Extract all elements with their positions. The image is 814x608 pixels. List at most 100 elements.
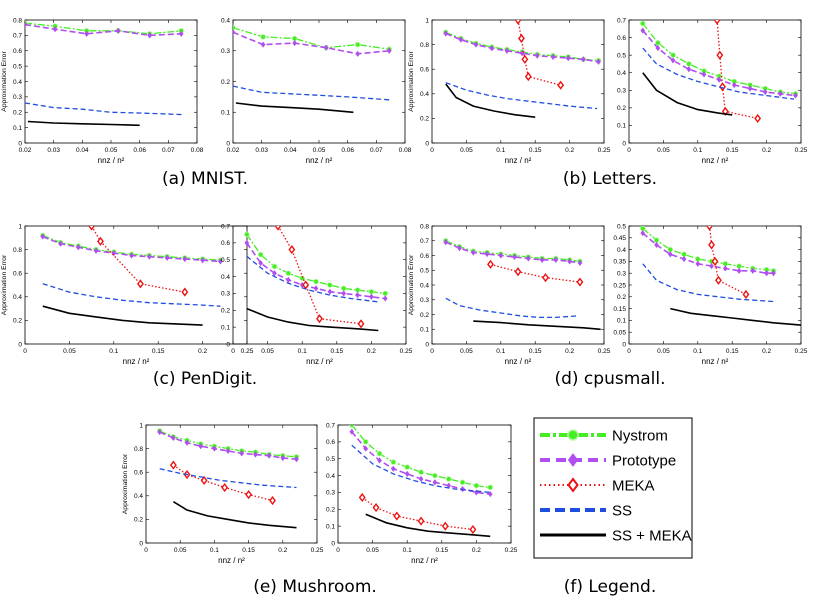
y-tick-label: 0 <box>425 341 429 348</box>
x-tick-label: 0.15 <box>726 147 739 154</box>
data-point-prototype <box>115 27 121 34</box>
data-point-prototype <box>498 252 504 259</box>
x-axis-label: nnz / n² <box>123 357 150 366</box>
y-tick-label: 0.8 <box>420 223 429 230</box>
chart-mnist-1: 0.02 0.03 0.04 0.05 0.06 0.07 0.08 0 0.1 0.2 0.3 0.… <box>1 17 204 165</box>
y-tick-label: 0.2 <box>13 110 22 117</box>
data-point-prototype <box>736 267 742 274</box>
y-tick-label: 0.8 <box>420 42 429 49</box>
series-line-ssmeka <box>235 102 354 114</box>
series-line-nystrom <box>351 425 491 489</box>
y-tick-label: 0.4 <box>420 91 429 98</box>
x-tick-label: 0 <box>430 348 434 355</box>
data-point-nystrom <box>418 469 424 476</box>
series-line-ss <box>25 102 183 116</box>
data-point-nystrom <box>670 52 676 58</box>
x-tick-label: 0.15 <box>529 147 542 154</box>
y-axis-label: Approximation Error <box>408 254 415 315</box>
x-tick-label: 0.05 <box>313 147 326 154</box>
y-tick-label: 0.2 <box>221 308 230 315</box>
data-point-meka <box>88 226 96 231</box>
chart-mnist-2: 0.02 0.03 0.04 0.05 0.06 0.07 0.08 0 0.1 0.2 0.3 0.… <box>221 17 412 165</box>
y-tick-label: 0.5 <box>326 456 335 463</box>
data-point-meka <box>269 495 276 506</box>
x-tick-label: 0.25 <box>795 147 808 154</box>
data-point-prototype <box>553 256 559 263</box>
series-line-ssmeka <box>670 307 801 326</box>
x-tick-label: 0.05 <box>105 147 118 154</box>
data-point-prototype <box>164 254 170 261</box>
series-line-prototype <box>445 241 581 264</box>
data-point-prototype <box>253 451 258 458</box>
data-point-nystrom <box>390 459 397 465</box>
series-line-prototype <box>642 29 796 97</box>
data-point-prototype <box>40 233 46 240</box>
series-line-nystrom <box>246 234 386 295</box>
data-point-nystrom <box>285 270 292 277</box>
chart-pendigit-2: 0 0.05 0.1 0.15 0.2 0.25 0 0.1 0.2 0.3 0.4 0.5 0.6 0.… <box>221 223 413 366</box>
plot-frame <box>628 225 802 345</box>
data-point-meka <box>417 516 425 526</box>
y-tick-label: 0.7 <box>420 238 429 245</box>
legend: Nystrom Prototype MEKA SS SS + MEKA <box>533 417 693 559</box>
series-line-prototype <box>233 31 390 55</box>
y-tick-label: 0.3 <box>221 291 230 298</box>
data-point-prototype <box>93 247 99 254</box>
y-axis-label: Approximation Error <box>122 453 129 514</box>
data-point-prototype <box>747 85 753 92</box>
legend-marker-nystrom <box>567 429 579 441</box>
series-line-ssmeka <box>246 307 379 332</box>
series-line-meka <box>361 496 473 531</box>
data-point-nystrom <box>655 40 661 46</box>
data-point-prototype <box>266 452 272 459</box>
y-tick-label: 0.4 <box>221 274 230 281</box>
x-tick-label: 0 <box>336 547 340 554</box>
y-axis-label: Approximation Error <box>1 254 8 315</box>
y-tick-label: 0.2 <box>420 312 429 319</box>
y-axis-label: Approximation Error <box>1 51 8 112</box>
x-tick-label: 0.08 <box>191 147 204 154</box>
data-point-prototype <box>244 239 250 246</box>
y-tick-label: 0.4 <box>13 294 22 301</box>
y-tick-label: 0.1 <box>420 327 429 334</box>
x-tick-label: 0.1 <box>109 348 118 355</box>
data-point-nystrom <box>686 61 692 67</box>
series-line-meka <box>277 226 362 325</box>
data-point-prototype <box>292 39 297 47</box>
data-point-prototype <box>731 81 737 89</box>
y-tick-label: 0.15 <box>613 306 626 313</box>
caption-pendigit: (c) PenDigit. <box>152 369 258 389</box>
data-point-prototype <box>667 251 673 258</box>
data-point-meka <box>221 482 229 493</box>
chart-cpusmall-1: 0 0.05 0.1 0.15 0.2 0.25 0 0.1 0.2 0.3 0.4 0.5 0.6 0.… <box>408 223 611 366</box>
x-tick-label: 0.25 <box>311 547 324 554</box>
chart-mushroom-2: 0 0.05 0.1 0.15 0.2 0.25 0 0.1 0.2 0.3 0.4 0.5 0.6 0.… <box>326 422 518 565</box>
data-point-meka <box>97 236 104 246</box>
y-tick-label: 0.1 <box>13 125 22 132</box>
x-tick-label: 0.1 <box>403 547 412 554</box>
y-tick-label: 0.3 <box>617 271 626 278</box>
legend-label-ssmeka: SS + MEKA <box>612 528 692 545</box>
data-point-meka <box>713 20 721 25</box>
data-point-prototype <box>762 88 768 96</box>
x-axis-label: nnz / n² <box>98 156 125 165</box>
y-tick-label: 0.7 <box>326 422 335 429</box>
x-tick-label: 0.05 <box>261 348 274 355</box>
y-tick-label: 0.3 <box>13 94 22 101</box>
plot-frame <box>431 225 605 345</box>
data-point-nystrom <box>459 479 466 486</box>
y-tick-label: 0.2 <box>221 79 230 86</box>
y-tick-label: 0.8 <box>134 446 143 453</box>
series-line-nystrom <box>445 240 580 263</box>
data-point-nystrom <box>313 278 319 285</box>
series-line-ss <box>42 283 221 307</box>
y-tick-label: 0.3 <box>221 48 230 55</box>
data-point-prototype <box>701 71 707 78</box>
x-tick-label: 0.25 <box>241 348 254 355</box>
x-tick-label: 0.15 <box>726 348 739 355</box>
x-tick-label: 0.1 <box>693 348 702 355</box>
data-point-prototype <box>198 443 204 450</box>
y-tick-label: 0.5 <box>420 268 429 275</box>
y-tick-label: 0.4 <box>420 282 429 289</box>
y-tick-label: 0.6 <box>617 35 626 42</box>
